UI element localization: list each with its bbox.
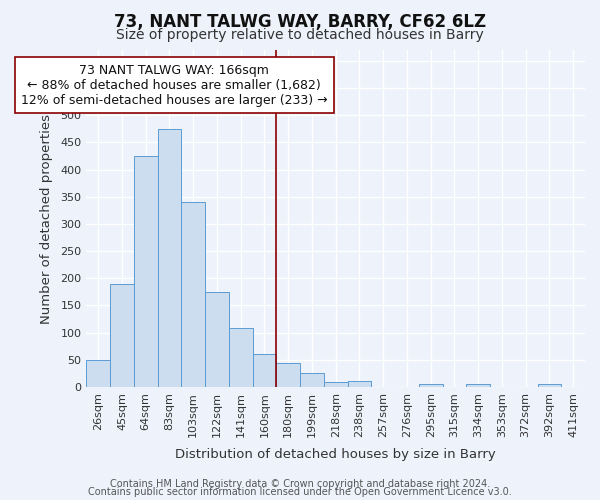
Bar	[110, 284, 134, 387]
Bar	[181, 202, 205, 387]
Text: 73 NANT TALWG WAY: 166sqm
← 88% of detached houses are smaller (1,682)
12% of se: 73 NANT TALWG WAY: 166sqm ← 88% of detac…	[21, 64, 328, 106]
Bar	[277, 362, 300, 387]
Y-axis label: Number of detached properties: Number of detached properties	[40, 114, 53, 324]
Bar	[229, 328, 253, 387]
Bar	[538, 384, 561, 387]
Bar	[205, 292, 229, 387]
Bar	[253, 354, 277, 387]
Bar	[347, 380, 371, 387]
Bar	[419, 384, 443, 387]
Text: 73, NANT TALWG WAY, BARRY, CF62 6LZ: 73, NANT TALWG WAY, BARRY, CF62 6LZ	[114, 12, 486, 30]
Bar	[134, 156, 158, 387]
Text: Size of property relative to detached houses in Barry: Size of property relative to detached ho…	[116, 28, 484, 42]
X-axis label: Distribution of detached houses by size in Barry: Distribution of detached houses by size …	[175, 448, 496, 461]
Bar	[324, 382, 347, 387]
Bar	[300, 374, 324, 387]
Bar	[466, 384, 490, 387]
Bar	[86, 360, 110, 387]
Text: Contains public sector information licensed under the Open Government Licence v3: Contains public sector information licen…	[88, 487, 512, 497]
Bar	[158, 129, 181, 387]
Text: Contains HM Land Registry data © Crown copyright and database right 2024.: Contains HM Land Registry data © Crown c…	[110, 479, 490, 489]
